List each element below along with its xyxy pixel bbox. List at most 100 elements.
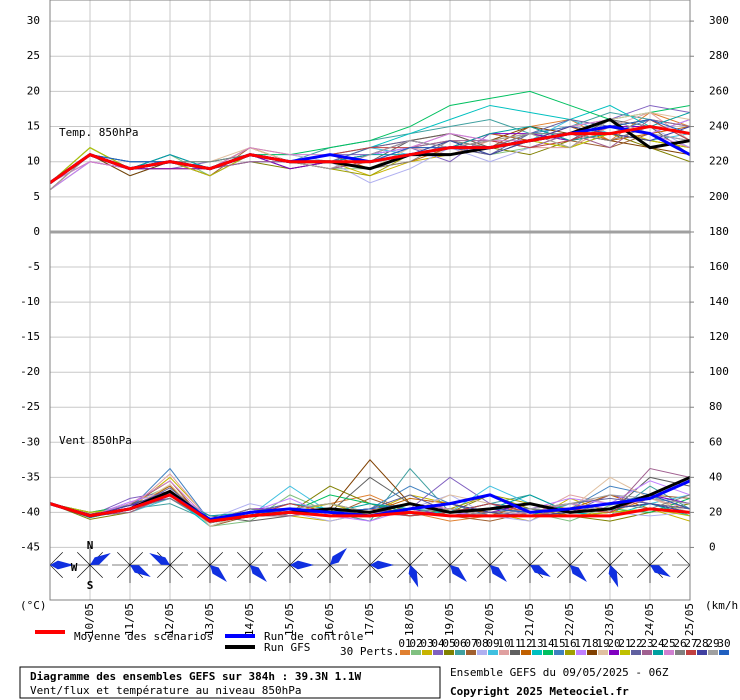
legend-swatch bbox=[477, 650, 487, 655]
y-tick-label: 25 bbox=[27, 49, 40, 62]
legend-swatch bbox=[510, 650, 520, 655]
x-tick-label: 17/05 bbox=[363, 603, 376, 636]
legend-swatch bbox=[620, 650, 630, 655]
legend-swatch bbox=[521, 650, 531, 655]
legend-swatch bbox=[554, 650, 564, 655]
x-tick-label: 11/05 bbox=[123, 603, 136, 636]
legend-label: 21 bbox=[618, 637, 631, 650]
rose-spoke bbox=[489, 552, 503, 566]
rose-spoke bbox=[129, 552, 143, 566]
rose-spoke bbox=[397, 552, 411, 566]
legend-label: Moyenne des scénarios bbox=[74, 630, 213, 643]
y2-tick-label: 60 bbox=[709, 435, 722, 448]
rose-spoke bbox=[517, 552, 531, 566]
legend-label: 11 bbox=[508, 637, 521, 650]
y-tick-label: -10 bbox=[20, 295, 40, 308]
rose-spoke bbox=[437, 564, 451, 578]
legend-swatch bbox=[532, 650, 542, 655]
rose-spoke bbox=[237, 564, 251, 578]
legend-label: 28 bbox=[695, 637, 708, 650]
rose-blade bbox=[290, 560, 314, 570]
rose-spoke bbox=[169, 564, 183, 578]
rose-blade bbox=[450, 565, 467, 582]
y2-tick-label: 160 bbox=[709, 260, 729, 273]
x-tick-label: 14/05 bbox=[243, 603, 256, 636]
rose-blade bbox=[210, 565, 227, 582]
legend-swatch bbox=[719, 650, 729, 655]
legend-swatch bbox=[686, 650, 696, 655]
legend-label: 13 bbox=[530, 637, 543, 650]
legend-label: 30 bbox=[717, 637, 730, 650]
rose-spoke bbox=[50, 564, 63, 578]
y2-tick-label: 200 bbox=[709, 190, 729, 203]
legend-label: 08 bbox=[475, 637, 488, 650]
y2-tick-label: 240 bbox=[709, 120, 729, 133]
rose-blade bbox=[490, 565, 507, 582]
rose-spoke bbox=[289, 564, 303, 578]
rose-spoke bbox=[397, 564, 411, 578]
legend-label: 10 bbox=[497, 637, 510, 650]
rose-spoke bbox=[357, 564, 371, 578]
rose-spoke bbox=[249, 552, 263, 566]
rose-spoke bbox=[50, 552, 63, 566]
rose-spoke bbox=[317, 564, 331, 578]
legend-swatch bbox=[499, 650, 509, 655]
y-tick-label: 5 bbox=[33, 190, 40, 203]
rose-spoke bbox=[169, 552, 183, 566]
footer-box bbox=[19, 666, 441, 699]
y-tick-label: -20 bbox=[20, 365, 40, 378]
rose-blade bbox=[570, 565, 587, 582]
rose-spoke bbox=[89, 564, 103, 578]
y2-tick-label: 80 bbox=[709, 400, 722, 413]
legend-label: 19 bbox=[596, 637, 609, 650]
main-line bbox=[50, 125, 690, 185]
rose-spoke bbox=[277, 552, 291, 566]
rose-spoke bbox=[597, 564, 611, 578]
legend-swatch bbox=[653, 650, 663, 655]
y2-tick-label: 0 bbox=[709, 540, 716, 553]
rose-spoke bbox=[609, 552, 623, 566]
legend-label: 07 bbox=[464, 637, 477, 650]
rose-blade bbox=[90, 553, 111, 565]
rose-spoke bbox=[597, 552, 611, 566]
y-tick-label: -25 bbox=[20, 400, 40, 413]
x-tick-label: 24/05 bbox=[643, 603, 656, 636]
right-unit: (km/h) bbox=[705, 599, 740, 612]
x-tick-label: 25/05 bbox=[683, 603, 696, 636]
rose-spoke bbox=[117, 564, 131, 578]
plot-frame bbox=[49, 0, 691, 601]
compass-label: W bbox=[71, 561, 78, 574]
legend-label: 26 bbox=[673, 637, 686, 650]
legend-swatch bbox=[609, 650, 619, 655]
x-tick-label: 21/05 bbox=[523, 603, 536, 636]
rose-spoke bbox=[409, 552, 423, 566]
rose-spoke bbox=[77, 552, 91, 566]
rose-spoke bbox=[197, 552, 211, 566]
footer-title: Diagramme des ensembles GEFS sur 384h : … bbox=[30, 670, 362, 683]
legend-label: 05 bbox=[442, 637, 455, 650]
rose-spoke bbox=[677, 564, 690, 578]
rose-blade bbox=[608, 565, 619, 588]
rose-spoke bbox=[369, 564, 383, 578]
rose-spoke bbox=[77, 564, 91, 578]
rose-spoke bbox=[677, 552, 690, 566]
rose-spoke bbox=[437, 552, 451, 566]
x-tick-label: 12/05 bbox=[163, 603, 176, 636]
rose-spoke bbox=[569, 552, 583, 566]
axes: 10/05 11/05 12/05 13/05 14/05 15/05 16/05 17/05… bbox=[20, 14, 729, 636]
legend-label: 25 bbox=[662, 637, 675, 650]
y2-tick-label: 120 bbox=[709, 330, 729, 343]
y2-tick-label: 140 bbox=[709, 295, 729, 308]
rose-blade bbox=[149, 553, 170, 565]
rose-spoke bbox=[237, 552, 251, 566]
legend-swatch bbox=[400, 650, 410, 655]
rose-spoke bbox=[289, 552, 303, 566]
legend-swatch bbox=[455, 650, 465, 655]
rose-spoke bbox=[197, 564, 211, 578]
legend-swatch bbox=[675, 650, 685, 655]
legend-swatch bbox=[598, 650, 608, 655]
legend-label: 14 bbox=[541, 637, 555, 650]
legend-swatch bbox=[565, 650, 575, 655]
legend-label: Run GFS bbox=[264, 641, 310, 654]
legend-label: 22 bbox=[629, 637, 642, 650]
